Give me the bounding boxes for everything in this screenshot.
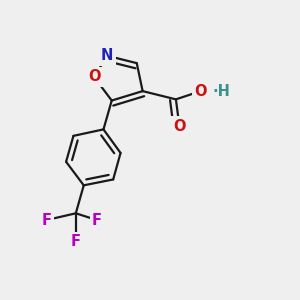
Text: O: O: [88, 70, 100, 85]
Text: F: F: [41, 213, 51, 228]
Text: O: O: [194, 84, 207, 99]
Text: O: O: [173, 119, 186, 134]
Text: N: N: [101, 48, 113, 63]
Text: F: F: [71, 234, 81, 249]
Text: ·H: ·H: [212, 84, 230, 99]
Text: F: F: [92, 213, 102, 228]
